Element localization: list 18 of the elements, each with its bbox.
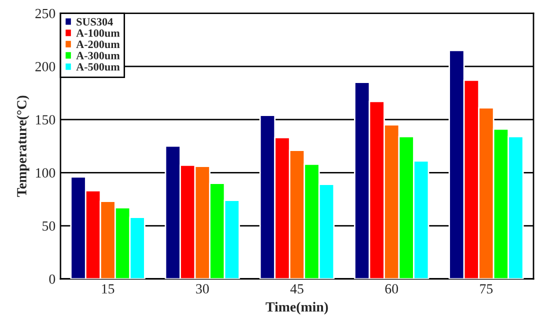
x-tick-label: 15 [102, 284, 114, 294]
x-tick-label: 75 [480, 284, 493, 294]
x-tick-label: 60 [385, 284, 398, 294]
y-tick-label: 100 [36, 168, 56, 178]
y-tick-label: 0 [49, 274, 56, 284]
x-tick-label: 45 [290, 284, 304, 294]
legend-label: A-100um [76, 29, 120, 37]
legend-label: A-300um [76, 52, 120, 60]
y-axis-title: Temperature(°C) [16, 96, 30, 197]
legend-label: A-500um [76, 63, 120, 71]
y-tick-label: 150 [36, 115, 56, 124]
x-tick-label: 30 [196, 284, 209, 294]
y-tick-label: 50 [42, 221, 56, 231]
y-tick-label: 250 [35, 8, 56, 18]
legend-label: SUS304 [76, 18, 113, 26]
legend-label: A-200um [76, 40, 120, 48]
y-tick-label: 200 [35, 62, 56, 72]
x-axis-title: Time(min) [266, 302, 328, 314]
